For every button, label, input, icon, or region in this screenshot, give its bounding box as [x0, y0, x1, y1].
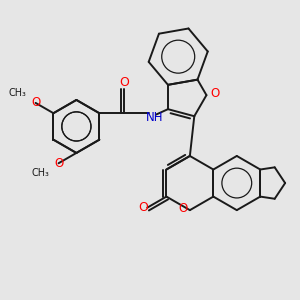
Text: O: O — [119, 76, 129, 89]
Text: O: O — [31, 96, 40, 109]
Text: O: O — [179, 202, 188, 215]
Text: O: O — [138, 201, 148, 214]
Text: O: O — [54, 157, 63, 170]
Text: CH₃: CH₃ — [9, 88, 26, 98]
Text: NH: NH — [146, 111, 164, 124]
Text: O: O — [210, 87, 219, 100]
Text: CH₃: CH₃ — [32, 168, 50, 178]
